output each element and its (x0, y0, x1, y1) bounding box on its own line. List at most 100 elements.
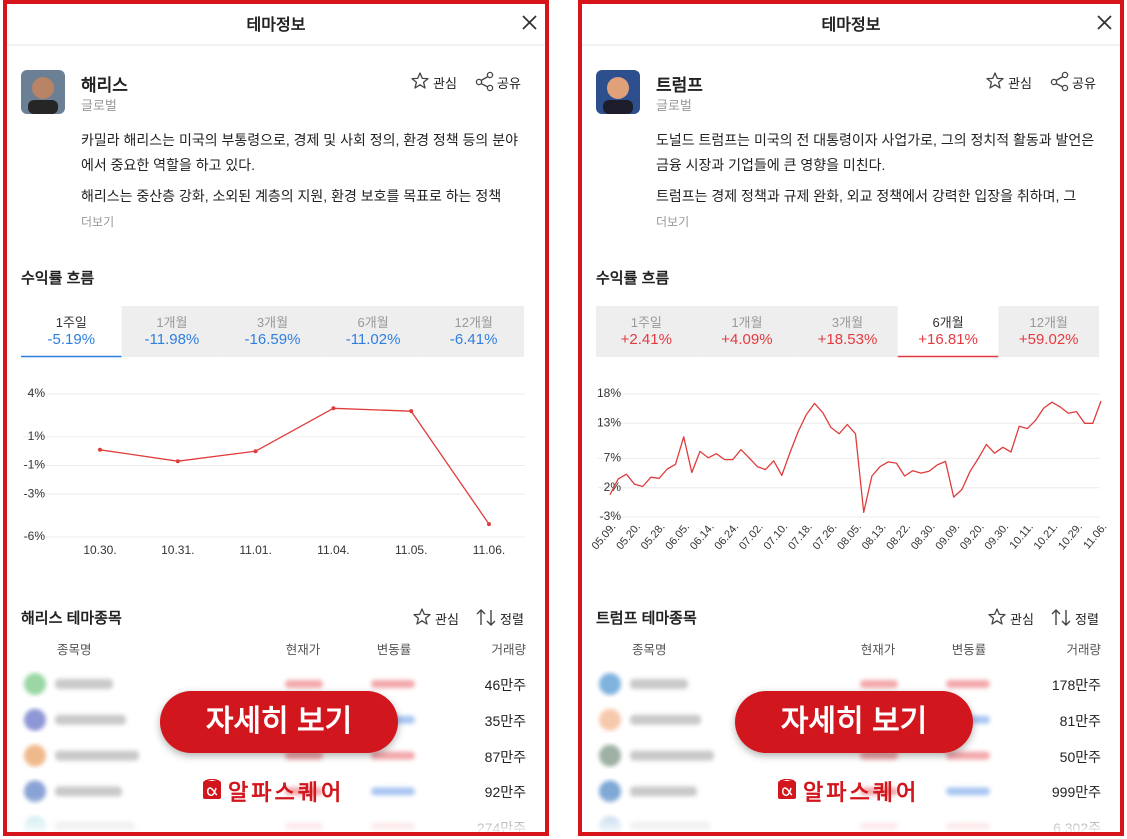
stock-logo (599, 744, 621, 767)
tab-period[interactable]: 12개월 (1029, 315, 1068, 330)
tab-period[interactable]: 1주일 (55, 315, 87, 330)
stock-volume: 35만주 (484, 712, 526, 729)
tab-period[interactable]: 1개월 (156, 315, 188, 330)
x-tick-label: 05.09. (590, 521, 619, 552)
period-tab[interactable] (21, 306, 122, 357)
stock-price (860, 680, 898, 688)
close-button[interactable] (522, 15, 537, 30)
theme-avatar (21, 70, 65, 114)
watch-button[interactable]: 관심 (1008, 76, 1032, 91)
more-link[interactable]: 더보기 (81, 215, 115, 229)
sort-button[interactable]: 정렬 (1075, 612, 1099, 627)
star-icon[interactable] (986, 72, 1004, 89)
theme-panel: 18% 13% 7% 2% -3% 05.09. 05.20. 05.28. 06.05. 06.… (578, 0, 1124, 836)
stock-row-blurred[interactable] (599, 780, 990, 803)
tab-return[interactable]: +4.09% (721, 331, 773, 348)
stock-row-blurred[interactable] (599, 744, 990, 767)
tab-period[interactable]: 12개월 (454, 315, 493, 330)
sort-icon[interactable] (1051, 609, 1071, 626)
more-link[interactable]: 더보기 (656, 215, 690, 229)
x-tick-label: 08.13. (860, 521, 889, 552)
y-tick-label: 13% (597, 415, 621, 429)
stock-volume: 81만주 (1059, 712, 1101, 729)
close-icon (522, 15, 537, 30)
tab-return[interactable]: -11.98% (144, 331, 200, 348)
sort-button[interactable]: 정렬 (500, 612, 524, 627)
header-title: 테마정보 (246, 17, 306, 34)
share-line (1055, 82, 1064, 88)
period-tab[interactable] (222, 306, 323, 357)
description-paragraph: 해리스는 중산층 강화, 소외된 계층의 지원, 환경 보호를 목표로 하는 정… (81, 188, 502, 204)
tab-return[interactable]: +18.53% (817, 331, 878, 348)
tab-return[interactable]: -6.41% (449, 331, 498, 348)
tab-return[interactable]: -16.59% (244, 331, 301, 348)
stocks-watch-button[interactable]: 관심 (435, 612, 459, 627)
stock-change (946, 680, 990, 688)
x-tick-label: 06.14. (688, 521, 717, 552)
tab-period[interactable]: 6개월 (357, 315, 389, 330)
star-icon[interactable] (413, 608, 431, 625)
theme-panel: 4% 1% -1% -3% -6% 10.30. 10.31. 11.01. 11.04. 11.… (3, 0, 549, 836)
watch-button[interactable]: 관심 (433, 76, 457, 91)
line-marker (175, 459, 180, 464)
x-tick-label: 09.30. (982, 521, 1011, 552)
theme-avatar (596, 70, 640, 114)
share-icon[interactable] (475, 71, 494, 92)
y-tick-label: -6% (24, 529, 46, 543)
star-icon[interactable] (988, 608, 1006, 625)
share-button[interactable]: 공유 (497, 76, 521, 91)
column-header: 변동률 (951, 643, 987, 657)
tab-period[interactable]: 3개월 (256, 315, 289, 330)
tab-period[interactable]: 3개월 (831, 315, 864, 330)
tab-period[interactable]: 1주일 (630, 315, 662, 330)
tab-return[interactable]: -5.19% (47, 331, 96, 348)
period-tab[interactable] (998, 306, 1099, 357)
x-tick-label: 09.20. (958, 521, 987, 552)
x-tick-label: 11.05. (395, 543, 427, 557)
logo-flap (204, 779, 220, 782)
detail-button[interactable]: 자세히 보기 (735, 691, 973, 753)
x-tick-label: 11.01. (239, 543, 271, 557)
stock-row-blurred[interactable] (24, 673, 415, 695)
share-icon[interactable] (1050, 71, 1069, 92)
column-header: 현재가 (285, 643, 321, 657)
share-line (480, 82, 489, 88)
stock-logo (24, 708, 46, 731)
column-header: 변동률 (376, 643, 412, 657)
stock-row-blurred[interactable] (599, 673, 990, 695)
sort-arrow (476, 609, 486, 625)
detail-button[interactable]: 자세히 보기 (160, 691, 398, 753)
period-tab[interactable] (121, 306, 223, 357)
period-tab[interactable] (897, 306, 999, 357)
tab-period[interactable]: 6개월 (932, 315, 964, 330)
stock-price (860, 787, 898, 796)
stocks-watch-button[interactable]: 관심 (1010, 612, 1034, 627)
tab-return[interactable]: +16.81% (918, 331, 978, 348)
x-tick-label: 10.31. (161, 543, 194, 557)
period-tab[interactable] (322, 306, 424, 357)
period-tab[interactable] (696, 306, 798, 357)
period-tab[interactable] (596, 306, 697, 357)
tab-return[interactable]: +2.41% (620, 331, 672, 348)
period-tab[interactable] (797, 306, 898, 357)
stock-row-blurred[interactable] (24, 744, 415, 767)
x-tick-label: 07.10. (762, 521, 791, 552)
sort-arrow (486, 610, 496, 626)
x-tick-label: 07.02. (737, 521, 766, 552)
y-tick-label: -3% (600, 509, 622, 523)
stock-logo (24, 673, 46, 695)
sort-icon[interactable] (476, 609, 496, 626)
y-tick-label: 1% (28, 429, 46, 443)
close-button[interactable] (1097, 15, 1112, 30)
tab-period[interactable]: 1개월 (731, 315, 763, 330)
y-tick-label: 7% (604, 451, 622, 465)
tab-return[interactable]: +59.02% (1018, 331, 1079, 348)
logo-alpha (782, 787, 793, 797)
share-button[interactable]: 공유 (1072, 76, 1096, 91)
tab-return[interactable]: -11.02% (345, 331, 401, 348)
close-icon (1097, 15, 1112, 30)
description-paragraph: 카밀라 해리스는 미국의 부통령으로, 경제 및 사회 정의, 환경 정책 등의… (81, 132, 518, 173)
period-tab[interactable] (423, 306, 524, 357)
description-paragraph: 도널드 트럼프는 미국의 전 대통령이자 사업가로, 그의 정치적 활동과 발언… (656, 132, 1095, 173)
star-icon[interactable] (411, 72, 429, 89)
